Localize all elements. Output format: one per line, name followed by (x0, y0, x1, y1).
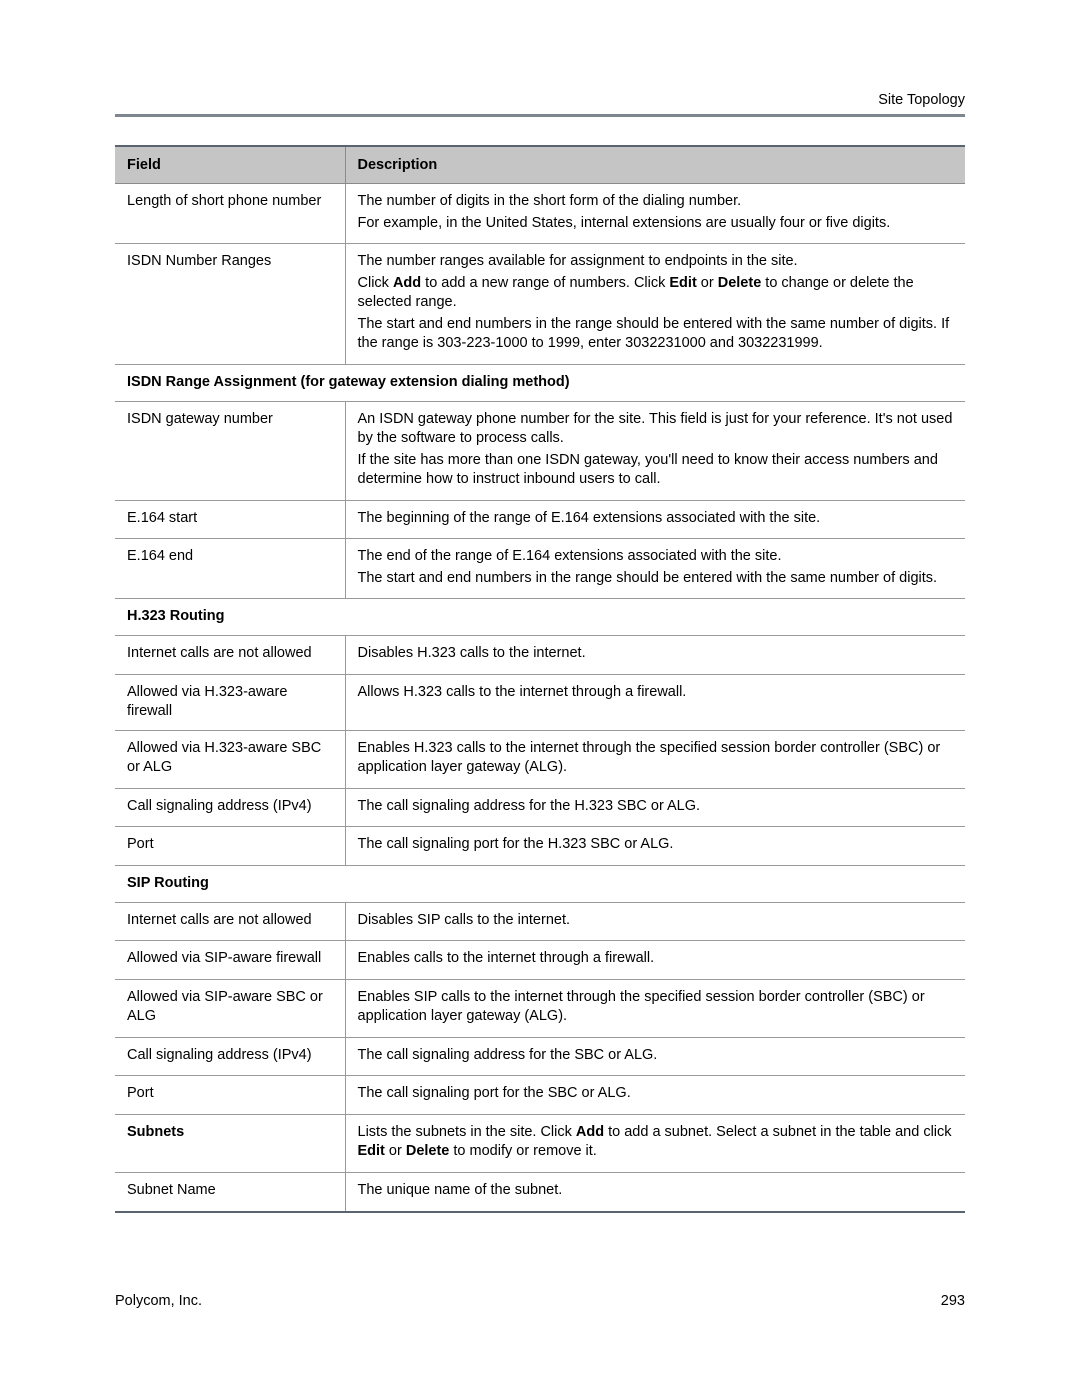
desc-text: If the site has more than one ISDN gatew… (358, 451, 954, 490)
desc-text: The number ranges available for assignme… (358, 252, 954, 272)
table-row: Call signaling address (IPv4) The call s… (115, 1037, 965, 1076)
cell-field: E.164 end (115, 539, 345, 599)
cell-field: Subnet Name (115, 1173, 345, 1212)
desc-text: The call signaling port for the SBC or A… (358, 1084, 954, 1104)
cell-field: Length of short phone number (115, 184, 345, 244)
desc-text: Enables H.323 calls to the internet thro… (358, 739, 954, 778)
table-row: Allowed via H.323-aware SBC or ALG Enabl… (115, 730, 965, 788)
table-row: Allowed via SIP-aware firewall Enables c… (115, 941, 965, 980)
cell-desc: The unique name of the subnet. (345, 1173, 965, 1212)
cell-field: Subnets (115, 1114, 345, 1172)
cell-desc: The beginning of the range of E.164 exte… (345, 500, 965, 539)
cell-desc: The number ranges available for assignme… (345, 244, 965, 365)
field-description-table: Field Description Length of short phone … (115, 145, 965, 1213)
cell-field: ISDN Number Ranges (115, 244, 345, 365)
page: Site Topology Field Description Length o… (0, 0, 1080, 1369)
page-header-title: Site Topology (115, 92, 965, 108)
table-row: Internet calls are not allowed Disables … (115, 636, 965, 675)
cell-desc: The call signaling port for the SBC or A… (345, 1076, 965, 1115)
cell-field: Allowed via H.323-aware SBC or ALG (115, 730, 345, 788)
desc-text: The call signaling address for the SBC o… (358, 1046, 954, 1066)
desc-text: The start and end numbers in the range s… (358, 315, 954, 354)
desc-text: The beginning of the range of E.164 exte… (358, 509, 954, 529)
table-row: Port The call signaling port for the H.3… (115, 827, 965, 866)
cell-desc: The call signaling port for the H.323 SB… (345, 827, 965, 866)
desc-text: The unique name of the subnet. (358, 1181, 954, 1201)
footer-page-number: 293 (941, 1293, 965, 1309)
section-row: ISDN Range Assignment (for gateway exten… (115, 364, 965, 401)
cell-field: Internet calls are not allowed (115, 636, 345, 675)
desc-text: The start and end numbers in the range s… (358, 569, 954, 589)
desc-text: An ISDN gateway phone number for the sit… (358, 410, 954, 449)
section-label: SIP Routing (115, 865, 965, 902)
table-row: Subnets Lists the subnets in the site. C… (115, 1114, 965, 1172)
table-row: Allowed via SIP-aware SBC or ALG Enables… (115, 979, 965, 1037)
cell-field: Call signaling address (IPv4) (115, 788, 345, 827)
footer-company: Polycom, Inc. (115, 1293, 202, 1309)
desc-text: The call signaling port for the H.323 SB… (358, 835, 954, 855)
cell-desc: The call signaling address for the H.323… (345, 788, 965, 827)
desc-text: Enables SIP calls to the internet throug… (358, 988, 954, 1027)
cell-desc: The call signaling address for the SBC o… (345, 1037, 965, 1076)
cell-field: Allowed via SIP-aware SBC or ALG (115, 979, 345, 1037)
cell-field: Internet calls are not allowed (115, 902, 345, 941)
cell-field: Port (115, 827, 345, 866)
table-row: Length of short phone number The number … (115, 184, 965, 244)
cell-desc: The end of the range of E.164 extensions… (345, 539, 965, 599)
desc-text: Disables H.323 calls to the internet. (358, 644, 954, 664)
cell-field: Allowed via SIP-aware firewall (115, 941, 345, 980)
cell-desc: Lists the subnets in the site. Click Add… (345, 1114, 965, 1172)
cell-field: Allowed via H.323-aware firewall (115, 674, 345, 730)
desc-text: Allows H.323 calls to the internet throu… (358, 683, 954, 703)
cell-desc: Enables SIP calls to the internet throug… (345, 979, 965, 1037)
cell-desc: Disables SIP calls to the internet. (345, 902, 965, 941)
section-label: ISDN Range Assignment (for gateway exten… (115, 364, 965, 401)
table-row: Allowed via H.323-aware firewall Allows … (115, 674, 965, 730)
col-field: Field (115, 146, 345, 184)
cell-field: ISDN gateway number (115, 401, 345, 500)
table-row: ISDN Number Ranges The number ranges ava… (115, 244, 965, 365)
desc-text: Disables SIP calls to the internet. (358, 911, 954, 931)
cell-desc: Enables calls to the internet through a … (345, 941, 965, 980)
desc-text: The number of digits in the short form o… (358, 192, 954, 212)
section-label: H.323 Routing (115, 599, 965, 636)
desc-text: The call signaling address for the H.323… (358, 797, 954, 817)
desc-text: For example, in the United States, inter… (358, 214, 954, 234)
section-row: SIP Routing (115, 865, 965, 902)
col-description: Description (345, 146, 965, 184)
table-row: E.164 end The end of the range of E.164 … (115, 539, 965, 599)
section-row: H.323 Routing (115, 599, 965, 636)
cell-desc: Allows H.323 calls to the internet throu… (345, 674, 965, 730)
table-row: Call signaling address (IPv4) The call s… (115, 788, 965, 827)
table-row: Internet calls are not allowed Disables … (115, 902, 965, 941)
cell-desc: The number of digits in the short form o… (345, 184, 965, 244)
desc-text: The end of the range of E.164 extensions… (358, 547, 954, 567)
cell-desc: Enables H.323 calls to the internet thro… (345, 730, 965, 788)
desc-text: Enables calls to the internet through a … (358, 949, 954, 969)
table-row: Port The call signaling port for the SBC… (115, 1076, 965, 1115)
cell-field: Call signaling address (IPv4) (115, 1037, 345, 1076)
cell-desc: Disables H.323 calls to the internet. (345, 636, 965, 675)
table-row: Subnet Name The unique name of the subne… (115, 1173, 965, 1212)
table-row: ISDN gateway number An ISDN gateway phon… (115, 401, 965, 500)
cell-desc: An ISDN gateway phone number for the sit… (345, 401, 965, 500)
page-footer: Polycom, Inc. 293 (115, 1293, 965, 1309)
header-divider (115, 114, 965, 117)
cell-field: E.164 start (115, 500, 345, 539)
desc-text: Lists the subnets in the site. Click Add… (358, 1123, 954, 1162)
table-row: E.164 start The beginning of the range o… (115, 500, 965, 539)
table-header-row: Field Description (115, 146, 965, 184)
desc-text: Click Add to add a new range of numbers.… (358, 274, 954, 313)
cell-field: Port (115, 1076, 345, 1115)
